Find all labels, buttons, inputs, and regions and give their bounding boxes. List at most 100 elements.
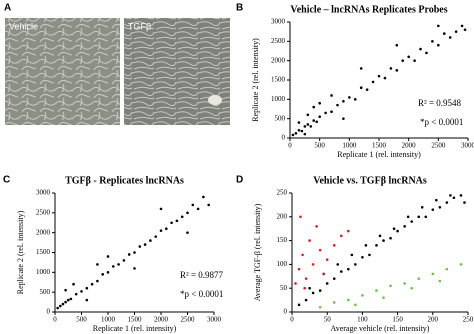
x-axis-label: Replicate 1 (rel. intensity): [337, 150, 421, 159]
point: [438, 279, 442, 283]
point: [382, 296, 385, 300]
y-tick-label: 1500: [271, 76, 286, 84]
point: [138, 245, 142, 248]
point: [410, 286, 413, 290]
x-tick-label: 500: [76, 316, 87, 324]
point: [90, 282, 94, 286]
point: [196, 207, 200, 211]
point: [300, 129, 304, 133]
point: [332, 277, 336, 280]
point: [96, 279, 99, 283]
x-tick-label: 200: [428, 316, 439, 324]
point: [389, 236, 392, 240]
point: [336, 263, 340, 266]
point: [354, 263, 357, 266]
point: [347, 229, 350, 233]
point: [308, 239, 311, 242]
y-tick-label: 2500: [36, 208, 51, 216]
point: [106, 255, 110, 258]
y-tick-label: 3000: [271, 18, 286, 26]
point: [297, 267, 301, 271]
y-tick-label: 250: [277, 189, 288, 197]
point: [459, 194, 463, 197]
point: [311, 263, 315, 266]
point: [318, 248, 322, 252]
point: [403, 282, 406, 285]
x-tick-label: 0: [53, 316, 57, 324]
point: [309, 125, 313, 128]
point: [74, 292, 78, 296]
y-tick-label: 3000: [36, 189, 51, 197]
point: [312, 119, 316, 122]
point: [435, 198, 438, 202]
point: [122, 259, 126, 262]
point: [202, 195, 205, 199]
y-tick-label: 0: [282, 134, 286, 142]
point: [361, 294, 364, 297]
point: [170, 221, 173, 225]
point: [66, 298, 70, 302]
point: [452, 196, 456, 200]
point: [324, 111, 327, 115]
y-axis-label: Replicate 2 (rel. intensity): [251, 38, 260, 122]
image-label: Vehicle: [9, 21, 38, 31]
point: [106, 271, 110, 274]
point: [459, 263, 463, 266]
point: [463, 28, 467, 32]
point: [303, 286, 306, 290]
point: [392, 227, 396, 230]
point: [339, 270, 343, 273]
point: [96, 263, 99, 266]
x-tick-label: 3000: [207, 316, 222, 324]
point: [431, 40, 434, 43]
y-tick-label: 1500: [36, 248, 51, 256]
image-label: TGFβ: [128, 21, 151, 31]
chart-title: Vehicle – lncRNAs Replicates Probes: [290, 4, 447, 15]
point: [350, 253, 354, 257]
point: [318, 289, 322, 292]
micrograph: [124, 18, 230, 125]
point: [378, 234, 382, 238]
point: [377, 74, 381, 78]
point: [342, 117, 345, 120]
point: [127, 253, 131, 256]
point: [85, 298, 89, 302]
x-tick-label: 3000: [461, 142, 474, 150]
point: [375, 244, 378, 247]
annotation: *p < 0.0001: [420, 117, 463, 127]
point: [159, 229, 163, 232]
panel-label: D: [236, 175, 243, 186]
point: [359, 86, 363, 90]
x-tick-label: 2500: [181, 316, 196, 324]
point: [318, 305, 322, 309]
y-tick-label: 1000: [36, 268, 51, 276]
x-tick-label: 500: [314, 142, 325, 150]
point: [191, 203, 195, 207]
point: [420, 205, 424, 209]
point: [406, 215, 410, 219]
point: [322, 272, 325, 276]
point: [424, 215, 428, 219]
point: [61, 302, 65, 306]
y-tick-label: 2500: [271, 37, 286, 45]
point: [186, 211, 189, 215]
point: [463, 201, 466, 204]
x-tick-label: 0: [290, 316, 294, 324]
cell-feature: [208, 95, 222, 105]
point: [359, 67, 363, 70]
point: [417, 215, 421, 219]
point: [383, 76, 387, 80]
point: [207, 203, 210, 207]
point: [389, 284, 392, 288]
panel-label: C: [3, 175, 10, 186]
chart-title: Vehicle vs. TGFβ lncRNAs: [313, 175, 427, 186]
point: [419, 47, 422, 51]
point: [85, 286, 89, 290]
point: [401, 59, 405, 62]
point: [56, 306, 59, 310]
x-tick-label: 250: [463, 316, 474, 324]
annotation: R² = 0.9877: [180, 270, 224, 280]
point: [308, 286, 311, 290]
point: [396, 229, 399, 233]
point: [354, 303, 357, 307]
